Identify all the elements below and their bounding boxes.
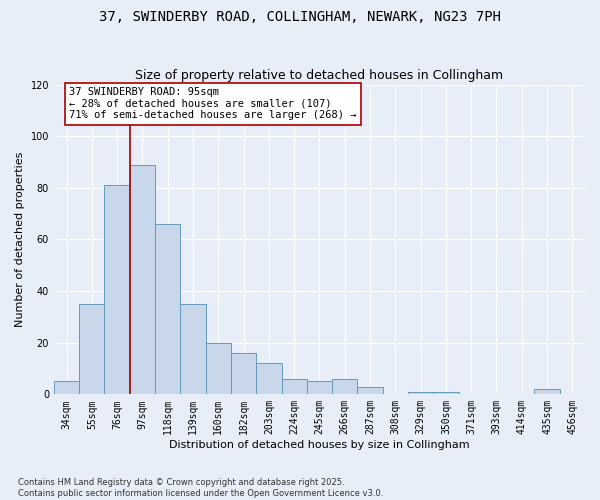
- Bar: [79, 304, 104, 394]
- Bar: [358, 386, 383, 394]
- X-axis label: Distribution of detached houses by size in Collingham: Distribution of detached houses by size …: [169, 440, 470, 450]
- Bar: [206, 342, 231, 394]
- Bar: [256, 364, 281, 394]
- Bar: [433, 392, 458, 394]
- Bar: [155, 224, 181, 394]
- Text: 37 SWINDERBY ROAD: 95sqm
← 28% of detached houses are smaller (107)
71% of semi-: 37 SWINDERBY ROAD: 95sqm ← 28% of detach…: [69, 87, 356, 120]
- Y-axis label: Number of detached properties: Number of detached properties: [15, 152, 25, 327]
- Title: Size of property relative to detached houses in Collingham: Size of property relative to detached ho…: [136, 69, 503, 82]
- Bar: [130, 164, 155, 394]
- Bar: [181, 304, 206, 394]
- Bar: [307, 382, 332, 394]
- Text: 37, SWINDERBY ROAD, COLLINGHAM, NEWARK, NG23 7PH: 37, SWINDERBY ROAD, COLLINGHAM, NEWARK, …: [99, 10, 501, 24]
- Bar: [281, 379, 307, 394]
- Bar: [408, 392, 433, 394]
- Bar: [54, 382, 79, 394]
- Text: Contains HM Land Registry data © Crown copyright and database right 2025.
Contai: Contains HM Land Registry data © Crown c…: [18, 478, 383, 498]
- Bar: [535, 389, 560, 394]
- Bar: [104, 185, 130, 394]
- Bar: [332, 379, 358, 394]
- Bar: [231, 353, 256, 395]
